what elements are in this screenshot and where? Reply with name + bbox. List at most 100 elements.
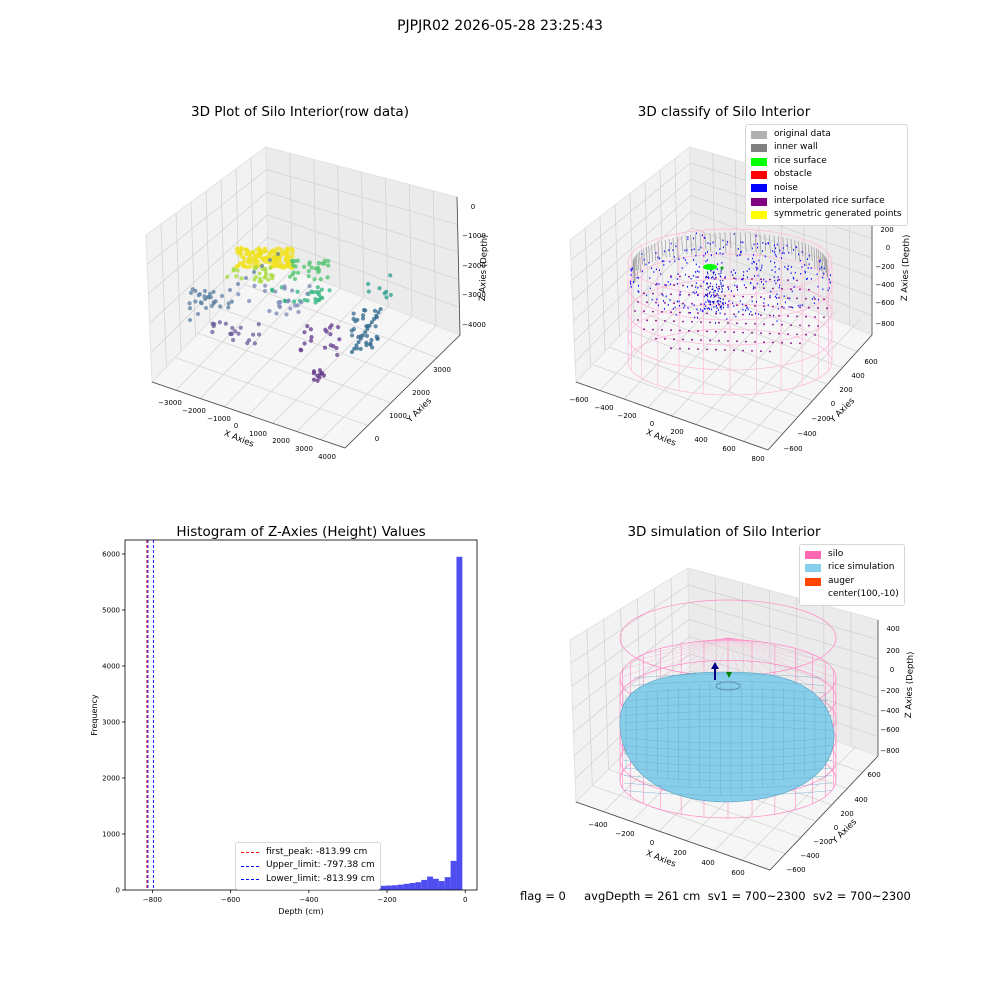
legend-swatch bbox=[805, 591, 821, 599]
raw-data-point bbox=[376, 310, 381, 315]
y-tick-label: 4000 bbox=[102, 663, 120, 671]
raw-data-point bbox=[360, 313, 366, 318]
raw-data-point bbox=[252, 270, 256, 274]
noise-point bbox=[714, 278, 716, 280]
interpolated-surface-point bbox=[742, 313, 744, 316]
inner-wall-point bbox=[808, 244, 810, 260]
interpolated-surface-point bbox=[643, 328, 645, 331]
noise-point bbox=[762, 241, 764, 244]
noise-point bbox=[691, 248, 693, 251]
noise-point bbox=[745, 309, 747, 312]
noise-point bbox=[631, 267, 633, 270]
raw-data-point bbox=[370, 345, 375, 350]
noise-point bbox=[695, 282, 697, 285]
silo-roof-line bbox=[622, 637, 729, 670]
interpolated-surface-point bbox=[682, 320, 684, 323]
noise-point bbox=[653, 271, 655, 273]
raw-plot-title: 3D Plot of Silo Interior(row data) bbox=[191, 104, 409, 120]
grid-line bbox=[244, 284, 438, 358]
y-tick-label: 1000 bbox=[389, 412, 407, 420]
z-tick-label: 0 bbox=[890, 666, 894, 674]
raw-data-point bbox=[305, 324, 310, 329]
raw-data-point bbox=[318, 295, 323, 300]
noise-point bbox=[655, 268, 657, 271]
grid-line bbox=[266, 169, 458, 225]
rice-mesh-line bbox=[623, 726, 833, 731]
noise-point bbox=[678, 300, 680, 303]
noise-point bbox=[689, 311, 691, 314]
auger-mark bbox=[715, 681, 741, 691]
raw-data-point bbox=[235, 268, 240, 273]
interpolated-surface-point bbox=[688, 329, 690, 332]
y-tick-label: 400 bbox=[854, 796, 867, 804]
raw-data-point bbox=[251, 332, 256, 337]
x-tick-label: −400 bbox=[588, 821, 607, 829]
interpolated-surface-point bbox=[670, 329, 672, 332]
x-tick-label: −400 bbox=[299, 896, 318, 904]
raw-data-point bbox=[210, 321, 215, 326]
histogram-bar bbox=[386, 885, 392, 890]
noise-point bbox=[822, 276, 824, 279]
noise-point bbox=[707, 299, 709, 301]
noise-point bbox=[767, 242, 769, 245]
raw-data-point bbox=[252, 283, 257, 288]
z-tick-label: −1000 bbox=[462, 232, 486, 240]
interpolated-surface-point bbox=[763, 287, 765, 290]
noise-point bbox=[817, 298, 819, 301]
raw-data-point bbox=[334, 345, 339, 351]
noise-point bbox=[733, 305, 735, 307]
raw-data-point bbox=[253, 274, 259, 280]
interpolated-surface-point bbox=[718, 285, 720, 288]
noise-point bbox=[761, 266, 763, 269]
raw-data-point bbox=[263, 266, 268, 271]
noise-point bbox=[649, 287, 651, 290]
legend-label: noise bbox=[774, 182, 798, 193]
inner-wall-point bbox=[798, 240, 800, 262]
noise-point bbox=[713, 290, 715, 292]
interpolated-surface-point bbox=[790, 306, 792, 308]
raw-data-point bbox=[353, 319, 358, 324]
classify-legend-entry: obstacle bbox=[751, 168, 902, 181]
noise-point bbox=[784, 266, 786, 268]
raw-data-point bbox=[282, 284, 287, 289]
interpolated-surface-point bbox=[790, 288, 792, 290]
interpolated-surface-point bbox=[697, 348, 699, 350]
raw-data-point bbox=[239, 246, 244, 251]
noise-point bbox=[707, 251, 709, 253]
noise-point bbox=[677, 273, 679, 276]
noise-point bbox=[739, 254, 741, 256]
noise-point bbox=[783, 295, 785, 298]
raw-data-point bbox=[188, 290, 194, 295]
inner-wall-point bbox=[643, 248, 646, 267]
interpolated-surface-point bbox=[772, 323, 774, 326]
x-tick-label: 4000 bbox=[318, 453, 336, 461]
raw-data-point bbox=[266, 277, 271, 282]
noise-point bbox=[746, 270, 748, 273]
noise-point bbox=[712, 275, 714, 278]
grid-line bbox=[691, 211, 873, 278]
noise-point bbox=[670, 283, 672, 286]
rice-mesh-line bbox=[623, 760, 833, 766]
interpolated-surface-point bbox=[760, 350, 762, 353]
inner-wall-point bbox=[657, 242, 660, 261]
interpolated-surface-point bbox=[796, 315, 798, 318]
noise-point bbox=[777, 279, 779, 282]
noise-point bbox=[719, 275, 721, 277]
raw-data-point bbox=[267, 250, 273, 255]
noise-point bbox=[799, 304, 801, 307]
interpolated-surface-point bbox=[805, 333, 807, 336]
interpolated-surface-point bbox=[808, 288, 810, 291]
interpolated-surface-point bbox=[745, 322, 747, 325]
noise-point bbox=[790, 266, 792, 268]
interpolated-surface-point bbox=[781, 305, 783, 308]
noise-point bbox=[718, 273, 720, 275]
noise-point bbox=[697, 294, 699, 296]
raw-data-point bbox=[352, 346, 357, 351]
interpolated-surface-point bbox=[781, 287, 783, 290]
inner-wall-point bbox=[764, 234, 767, 252]
inner-wall-point bbox=[769, 234, 771, 254]
y-tick-label: 5000 bbox=[102, 607, 120, 615]
noise-point bbox=[715, 322, 717, 324]
raw-data-point bbox=[250, 258, 255, 264]
interpolated-surface-point bbox=[688, 275, 690, 278]
